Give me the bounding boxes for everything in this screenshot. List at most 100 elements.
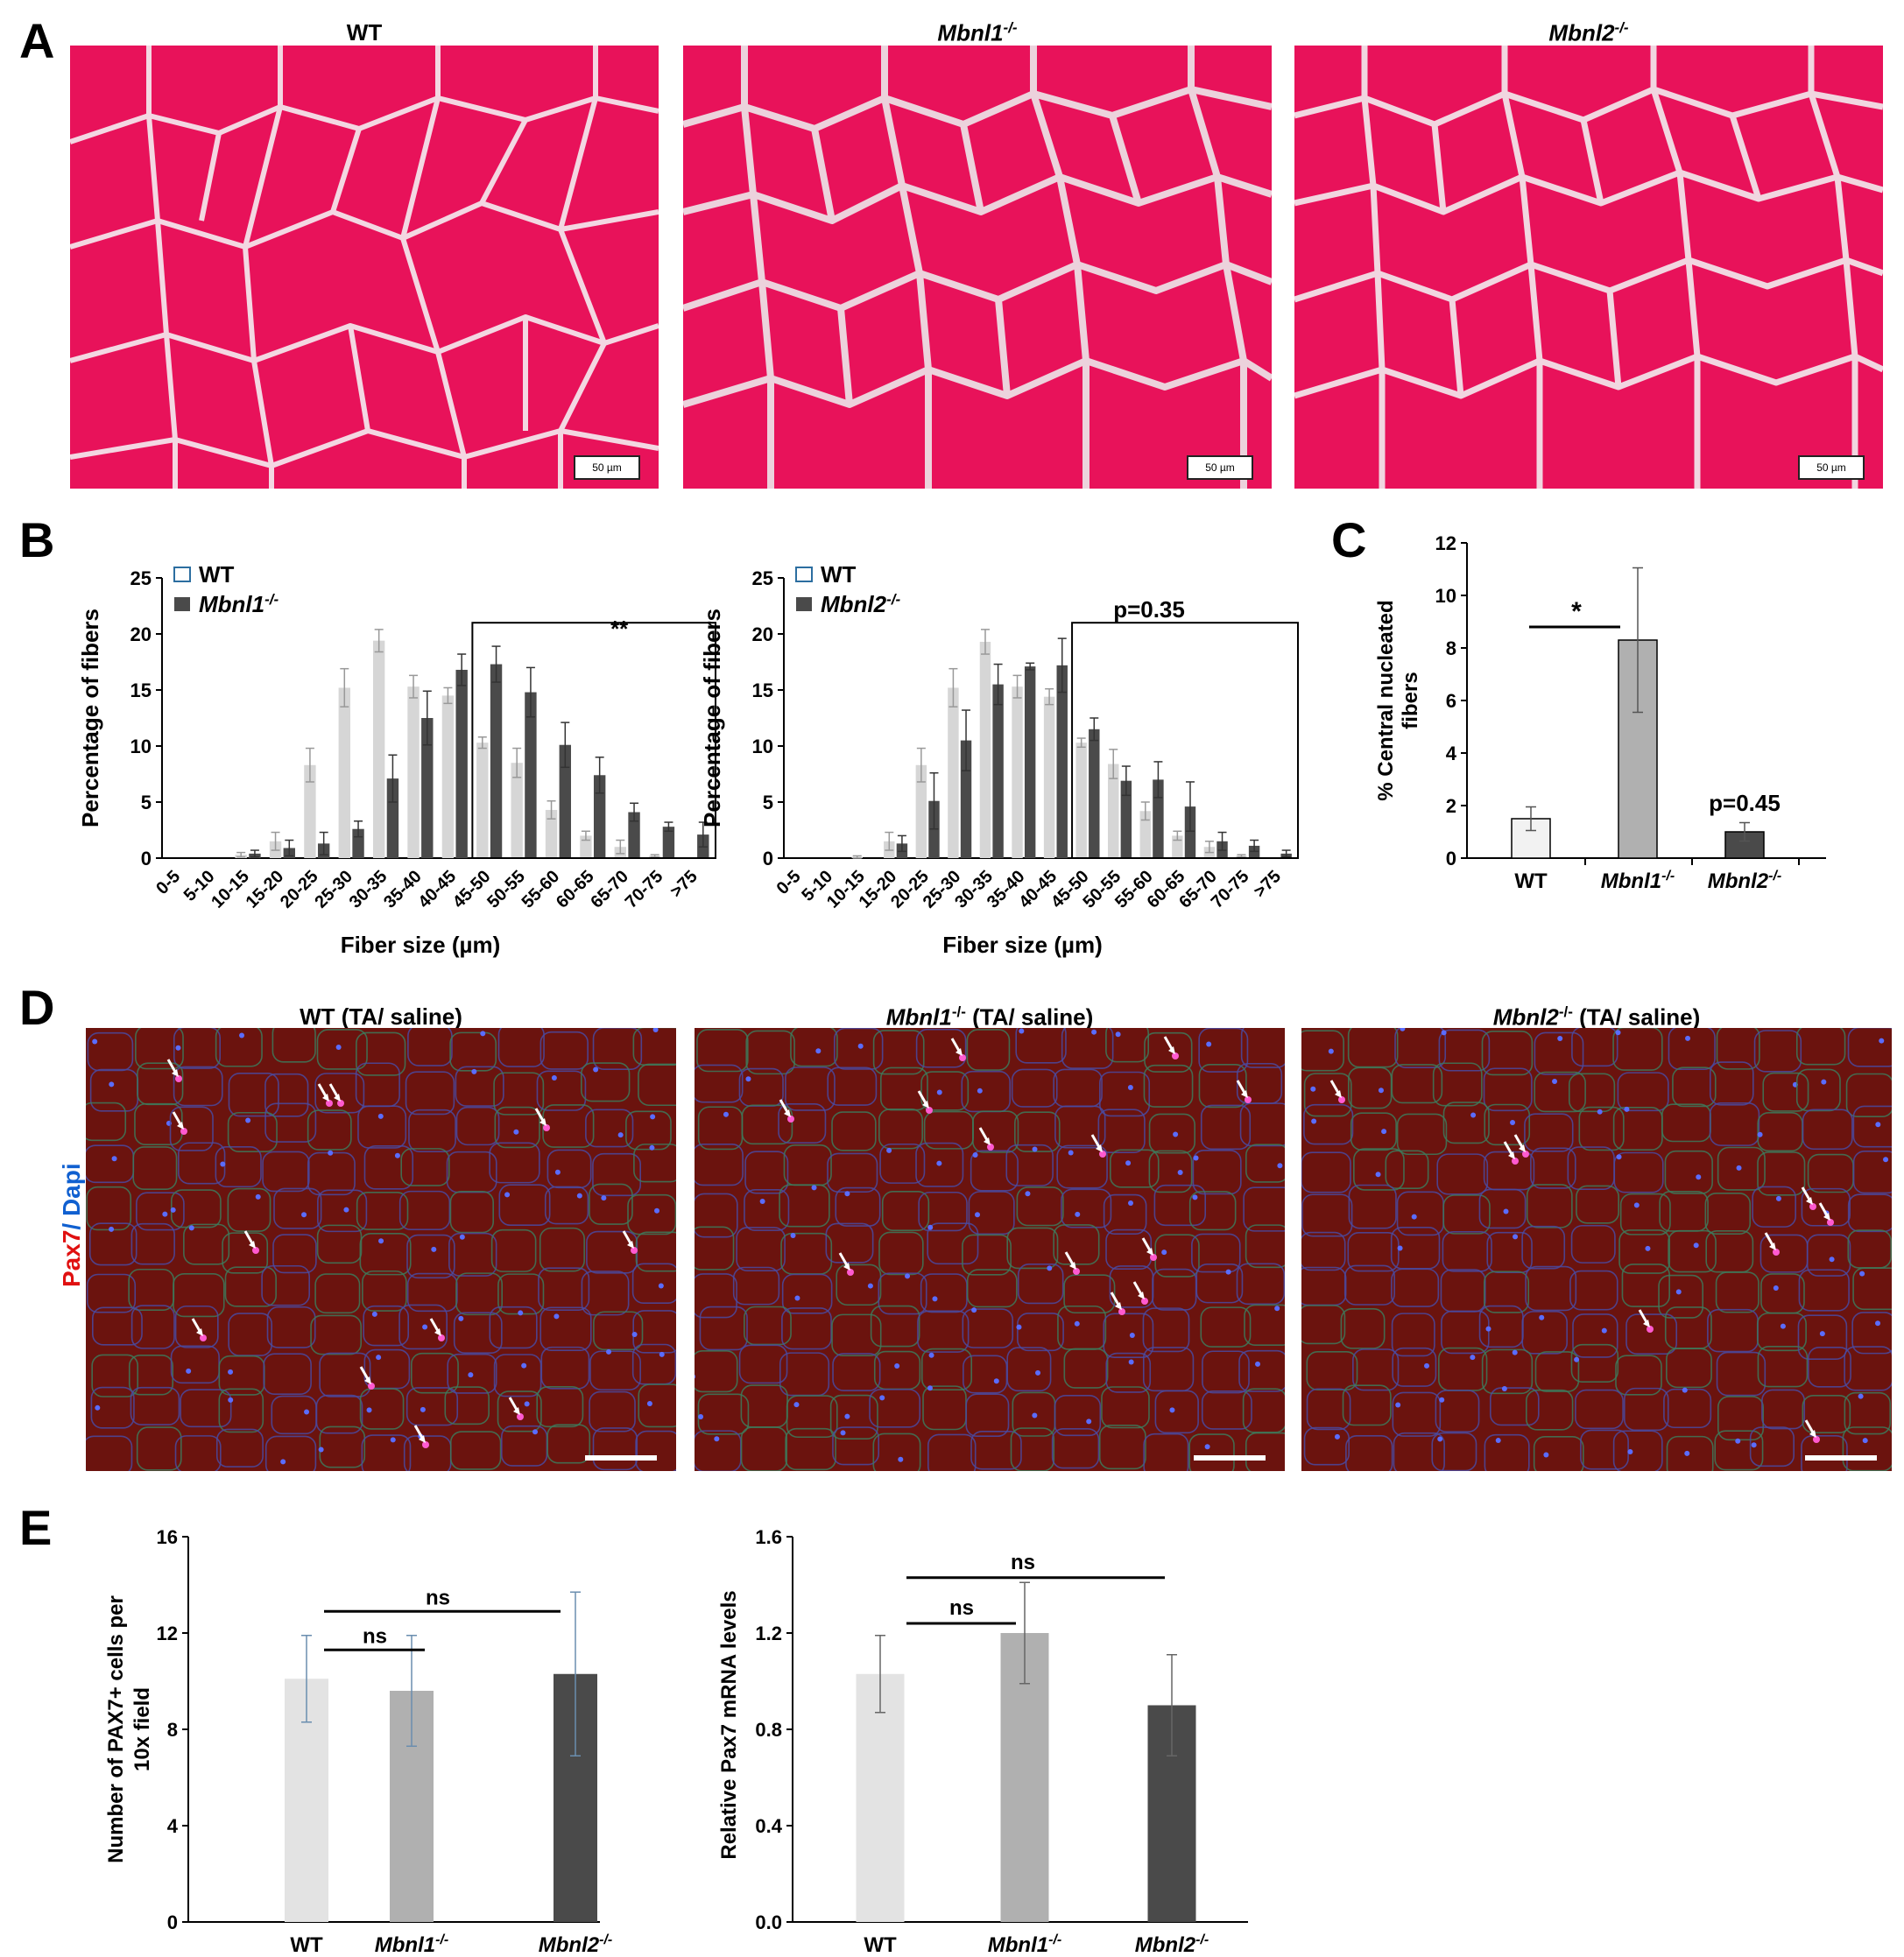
fiber-outline — [915, 1142, 964, 1187]
x-tick-label: 30-35 — [346, 867, 391, 912]
fiber-outline — [790, 1028, 838, 1067]
fiber-outline — [272, 1234, 317, 1274]
dapi-nucleus — [1016, 1324, 1022, 1330]
y-tick-label: 0 — [763, 848, 773, 869]
y-axis-title-line1: Number of PAX7+ cells per — [104, 1595, 128, 1863]
dapi-nucleus — [894, 1363, 900, 1369]
fiber-outline — [1396, 1113, 1448, 1156]
fiber-outline — [831, 1313, 882, 1356]
fiber-outline — [1239, 1102, 1285, 1147]
fiber-outline — [536, 1070, 587, 1111]
arrow-marker — [317, 1083, 328, 1097]
fiber-outline — [1303, 1073, 1352, 1117]
chart-fiber-size-mbnl1: 05101520250-55-1010-1515-2020-2525-3030-… — [79, 561, 716, 958]
dapi-nucleus — [366, 1407, 372, 1413]
x-tick-label: WT — [864, 1933, 897, 1953]
fiber-outline — [832, 1426, 879, 1466]
bar-wt — [915, 764, 927, 858]
fiber-outline — [1717, 1146, 1766, 1191]
fiber-outline — [1442, 1230, 1492, 1272]
pax7-cell — [543, 1124, 550, 1131]
fiber-outline — [581, 1062, 631, 1102]
pax7-cell — [1522, 1151, 1529, 1158]
dapi-nucleus — [1375, 1172, 1381, 1178]
dapi-nucleus — [1696, 1174, 1702, 1180]
fiber-outline — [1668, 1229, 1717, 1273]
dapi-nucleus — [1192, 1194, 1198, 1200]
fiber-outline — [870, 1305, 920, 1348]
arrow-marker-head — [1138, 1292, 1145, 1299]
arrow-marker-head — [196, 1328, 203, 1336]
dapi-nucleus — [1503, 1208, 1509, 1214]
dapi-nucleus — [1693, 1242, 1699, 1249]
fiber-outline — [593, 1311, 644, 1351]
fiber-outline — [1852, 1105, 1892, 1148]
fiber-outline — [453, 1312, 503, 1355]
fiber-outline — [1054, 1395, 1102, 1437]
panel-letter-b: B — [19, 512, 55, 567]
arrow-marker — [1513, 1134, 1524, 1148]
x-tick-label: 0-5 — [152, 867, 184, 898]
fiber-outline — [215, 1028, 263, 1067]
arrow-marker-head — [1806, 1197, 1813, 1205]
fiber-outline — [1534, 1071, 1586, 1113]
dapi-nucleus — [993, 1378, 999, 1384]
fiber-outline — [1192, 1150, 1242, 1195]
dapi-nucleus — [280, 1459, 286, 1465]
fiber-outline — [1243, 1186, 1285, 1232]
pax7-cell — [252, 1247, 259, 1254]
fiber-outline — [1570, 1343, 1619, 1383]
fiber-outline — [264, 1435, 317, 1471]
fiber-outline — [317, 1189, 368, 1233]
dapi-nucleus — [1757, 1131, 1763, 1137]
scale-bar-a-mbnl1: 50 µm — [1187, 455, 1253, 480]
dapi-nucleus — [631, 1332, 638, 1338]
y-tick-label: 25 — [752, 567, 773, 589]
fiber-outline — [1301, 1030, 1344, 1072]
bar-wt — [372, 640, 385, 858]
fiber-outline — [695, 1064, 744, 1103]
fiber-outline — [1668, 1028, 1716, 1070]
significance-annotation: * — [1571, 597, 1582, 626]
fiber-outline — [1756, 1312, 1807, 1352]
fiber-outline — [1806, 1234, 1851, 1277]
fiber-outline — [539, 1031, 589, 1070]
dapi-nucleus — [1128, 1200, 1134, 1206]
fiber-outline — [1435, 1390, 1480, 1433]
fiber-outline — [87, 1031, 134, 1072]
pax7-cell — [1073, 1268, 1080, 1275]
pax7-cell — [337, 1100, 344, 1107]
arrow-marker-head — [1335, 1090, 1342, 1098]
fiber-outline — [638, 1063, 676, 1107]
fiber-outline — [359, 1232, 412, 1276]
dapi-nucleus — [431, 1246, 437, 1252]
dapi-nucleus — [554, 1313, 560, 1320]
pax7-cell — [1647, 1326, 1654, 1333]
arrow-marker — [1503, 1141, 1513, 1155]
fiber-outline — [695, 1226, 735, 1271]
dapi-nucleus — [188, 1225, 194, 1231]
fiber-outline — [542, 1104, 595, 1148]
fiber-outline — [536, 1386, 584, 1428]
fiber-outline — [1798, 1269, 1850, 1312]
dapi-nucleus — [867, 1283, 873, 1289]
dapi-nucleus — [1075, 1211, 1081, 1217]
fiber-outline — [455, 1106, 500, 1146]
arrow-marker — [950, 1038, 961, 1052]
fiber-outline — [1014, 1111, 1061, 1152]
fiber-outline — [1352, 1348, 1400, 1391]
y-tick-label: 10 — [752, 736, 773, 757]
dapi-nucleus — [1859, 1271, 1865, 1277]
fiber-outline — [1570, 1224, 1616, 1264]
fiber-outline — [1142, 1307, 1190, 1353]
fiber-outline — [1144, 1031, 1193, 1073]
fiber-outline — [1621, 1264, 1670, 1307]
x-tick-label: Mbnl1-/- — [1601, 869, 1675, 893]
dapi-nucleus — [745, 1076, 751, 1082]
dapi-nucleus — [1829, 1257, 1835, 1263]
fiber-outline — [1202, 1350, 1250, 1394]
x-tick-label: Mbnl1-/- — [988, 1932, 1061, 1953]
fiber-outline — [539, 1227, 585, 1272]
pax7-cell — [1245, 1096, 1252, 1103]
arrow-marker-head — [334, 1094, 341, 1102]
